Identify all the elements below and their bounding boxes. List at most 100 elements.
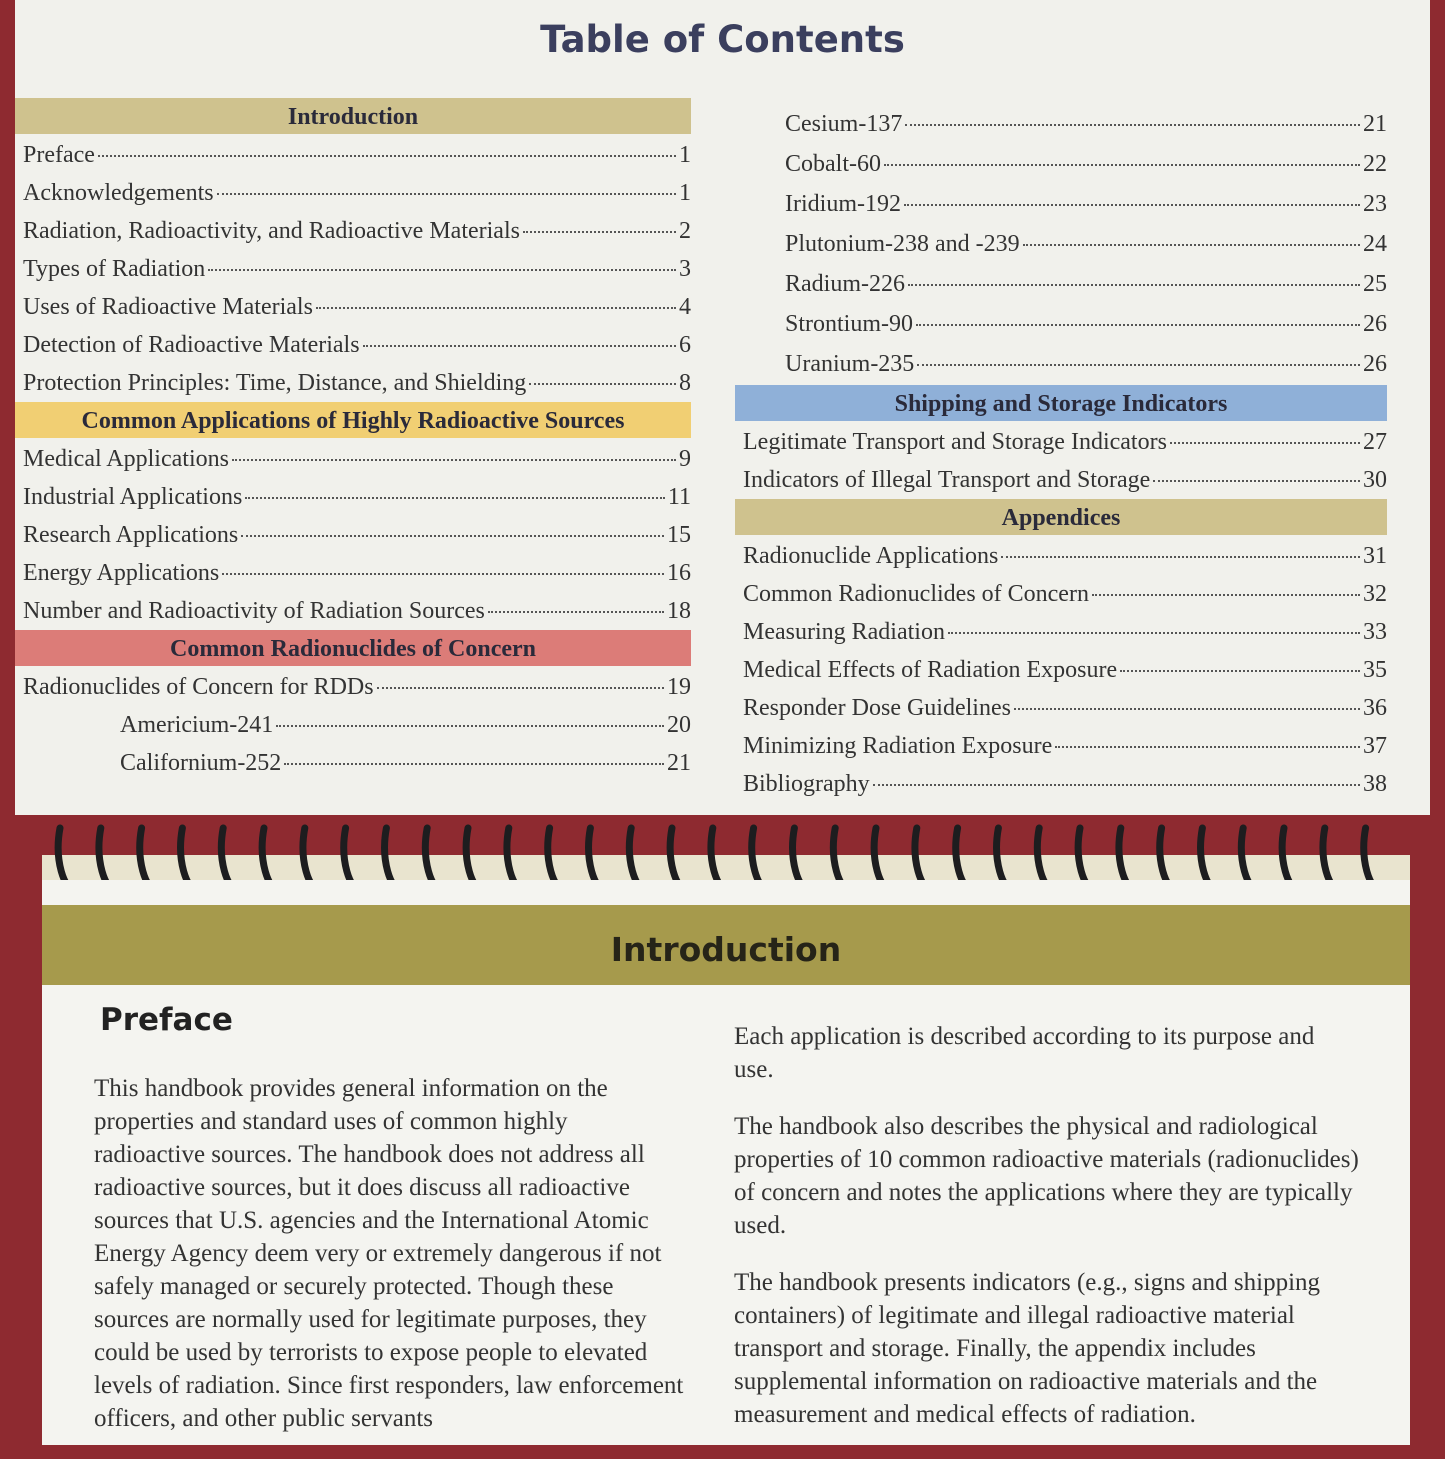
entry-label: Types of Radiation xyxy=(23,256,206,282)
entry-page: 32 xyxy=(1363,581,1387,607)
toc-entry: Industrial Applications 11 xyxy=(15,478,691,516)
entry-label: Indicators of Illegal Transport and Stor… xyxy=(743,467,1151,493)
toc-entry: Protection Principles: Time, Distance, a… xyxy=(15,364,691,402)
dot-leader xyxy=(916,324,1360,326)
entry-page: 33 xyxy=(1363,619,1387,645)
entry-label: Iridium-192 xyxy=(785,191,901,217)
dot-leader xyxy=(1013,708,1360,710)
toc-heading: Common Applications of Highly Radioactiv… xyxy=(15,402,691,438)
toc-entry: Radiation, Radioactivity, and Radioactiv… xyxy=(15,212,691,250)
entry-label: Radiation, Radioactivity, and Radioactiv… xyxy=(23,218,520,244)
left-text-column: This handbook provides general informati… xyxy=(94,1072,684,1459)
entry-label: Research Applications xyxy=(23,522,239,548)
entry-page: 3 xyxy=(679,256,691,282)
toc-entry: Cesium-137 21 xyxy=(735,105,1387,145)
dot-leader xyxy=(884,164,1360,166)
dot-leader xyxy=(1120,670,1360,672)
dot-leader xyxy=(241,535,664,537)
entry-label: Californium-252 xyxy=(120,750,282,776)
preface-heading: Preface xyxy=(100,1002,233,1038)
toc-page: Table of Contents Introduction Preface 1 Ac… xyxy=(15,0,1430,815)
dot-leader xyxy=(376,687,664,689)
entry-page: 38 xyxy=(1363,771,1387,797)
paragraph: Each application is described according … xyxy=(734,1023,1315,1083)
entry-page: 26 xyxy=(1363,311,1387,337)
toc-entry: Californium-252 21 xyxy=(15,744,691,782)
paragraph: The handbook presents indicators (e.g., … xyxy=(734,1269,1321,1428)
entry-page: 21 xyxy=(1363,111,1387,137)
entry-page: 4 xyxy=(679,294,691,320)
entry-label: Cesium-137 xyxy=(785,111,903,137)
toc-entry: Bibliography 38 xyxy=(735,765,1387,803)
entry-label: Strontium-90 xyxy=(785,311,914,337)
toc-right-column: Cesium-137 21 Cobalt-60 22 Iridium-192 23 Plut… xyxy=(735,105,1387,803)
dot-leader xyxy=(1169,442,1360,444)
paragraph: This handbook provides general informati… xyxy=(94,1075,684,1432)
entry-page: 15 xyxy=(667,522,691,548)
dot-leader xyxy=(97,155,676,157)
entry-label: Minimizing Radiation Exposure xyxy=(743,733,1053,759)
entry-page: 24 xyxy=(1363,231,1387,257)
entry-page: 22 xyxy=(1363,151,1387,177)
entry-page: 6 xyxy=(679,332,691,358)
toc-entry: Radionuclide Applications 31 xyxy=(735,537,1387,575)
entry-page: 2 xyxy=(679,218,691,244)
entry-label: Common Radionuclides of Concern xyxy=(743,581,1089,607)
toc-heading: Shipping and Storage Indicators xyxy=(735,385,1387,421)
dot-leader xyxy=(284,763,664,765)
dot-leader xyxy=(222,573,664,575)
entry-label: Americium-241 xyxy=(120,712,274,738)
entry-label: Preface xyxy=(23,142,95,168)
dot-leader xyxy=(905,124,1360,126)
toc-entry: Common Radionuclides of Concern 32 xyxy=(735,575,1387,613)
dot-leader xyxy=(231,459,676,461)
dot-leader xyxy=(245,497,665,499)
dot-leader xyxy=(1153,480,1360,482)
toc-entry: Acknowledgements 1 xyxy=(15,174,691,212)
section-header: Introduction xyxy=(42,905,1410,985)
entry-page: 9 xyxy=(679,446,691,472)
entry-page: 30 xyxy=(1363,467,1387,493)
toc-entry: Minimizing Radiation Exposure 37 xyxy=(735,727,1387,765)
entry-label: Protection Principles: Time, Distance, a… xyxy=(23,370,527,396)
entry-page: 18 xyxy=(667,598,691,624)
toc-entry: Uses of Radioactive Materials 4 xyxy=(15,288,691,326)
dot-leader xyxy=(276,725,664,727)
toc-entry: Radionuclides of Concern for RDDs 19 xyxy=(15,668,691,706)
right-text-column: Each application is described according … xyxy=(734,1020,1359,1455)
dot-leader xyxy=(1091,594,1360,596)
entry-label: Medical Applications xyxy=(23,446,229,472)
paragraph: The handbook also describes the physical… xyxy=(734,1113,1359,1239)
entry-label: Radium-226 xyxy=(785,271,905,297)
entry-label: Number and Radioactivity of Radiation So… xyxy=(23,598,485,624)
toc-entry: Radium-226 25 xyxy=(735,265,1387,305)
dot-leader xyxy=(872,784,1360,786)
dot-leader xyxy=(1022,244,1360,246)
toc-entry: Preface 1 xyxy=(15,136,691,174)
entry-label: Cobalt-60 xyxy=(785,151,881,177)
entry-page: 23 xyxy=(1363,191,1387,217)
entry-page: 1 xyxy=(679,142,691,168)
toc-entry: Legitimate Transport and Storage Indicat… xyxy=(735,423,1387,461)
toc-title: Table of Contents xyxy=(540,18,905,61)
toc-entry: Types of Radiation 3 xyxy=(15,250,691,288)
entry-page: 1 xyxy=(679,180,691,206)
entry-label: Medical Effects of Radiation Exposure xyxy=(743,657,1118,683)
toc-heading: Appendices xyxy=(735,499,1387,535)
toc-heading: Common Radionuclides of Concern xyxy=(15,630,691,666)
dot-leader xyxy=(487,611,664,613)
toc-heading: Introduction xyxy=(15,98,691,134)
entry-page: 25 xyxy=(1363,271,1387,297)
dot-leader xyxy=(1055,746,1360,748)
entry-page: 35 xyxy=(1363,657,1387,683)
dot-leader xyxy=(315,307,676,309)
toc-entry: Strontium-90 26 xyxy=(735,305,1387,345)
entry-label: Legitimate Transport and Storage Indicat… xyxy=(743,429,1167,455)
toc-entry: Detection of Radioactive Materials 6 xyxy=(15,326,691,364)
toc-entry: Plutonium-238 and -239 24 xyxy=(735,225,1387,265)
toc-entry: Measuring Radiation 33 xyxy=(735,613,1387,651)
toc-entry: Iridium-192 23 xyxy=(735,185,1387,225)
toc-entry: Research Applications 15 xyxy=(15,516,691,554)
dot-leader xyxy=(208,269,676,271)
